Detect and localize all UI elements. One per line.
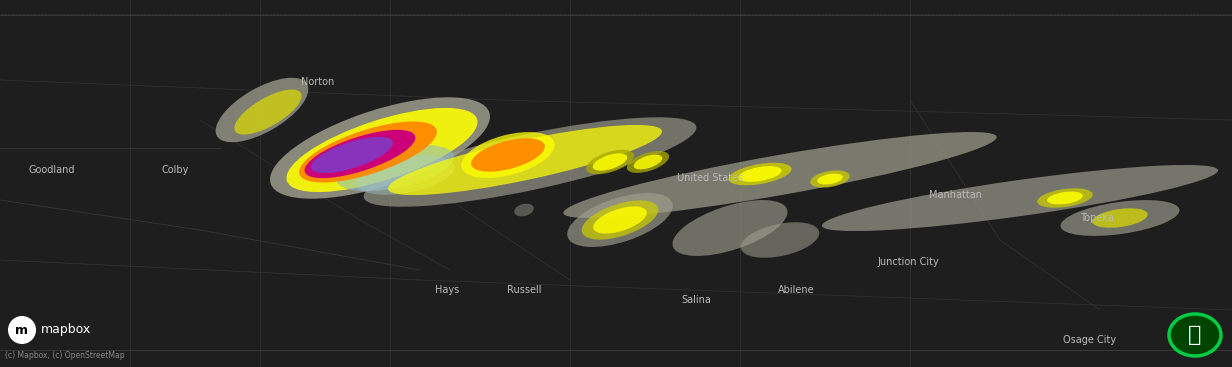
Text: Topeka: Topeka [1080, 213, 1114, 223]
Text: Norton: Norton [302, 77, 335, 87]
Ellipse shape [1093, 208, 1148, 228]
Ellipse shape [310, 137, 393, 173]
Ellipse shape [363, 117, 696, 207]
Text: Goodland: Goodland [28, 165, 75, 175]
Text: Osage City: Osage City [1063, 335, 1116, 345]
Text: Salina: Salina [681, 295, 711, 305]
Text: Russell: Russell [506, 285, 541, 295]
Ellipse shape [633, 155, 663, 169]
Ellipse shape [728, 163, 792, 185]
Text: United States: United States [676, 173, 743, 183]
Ellipse shape [1169, 314, 1221, 356]
Ellipse shape [627, 151, 669, 173]
Ellipse shape [287, 108, 478, 192]
Ellipse shape [822, 165, 1218, 231]
Text: Abilene: Abilene [777, 285, 814, 295]
Ellipse shape [1047, 192, 1083, 204]
Ellipse shape [471, 138, 545, 172]
Ellipse shape [234, 90, 302, 135]
Circle shape [7, 316, 36, 344]
Text: m: m [16, 323, 28, 337]
Text: Manhattan: Manhattan [929, 190, 982, 200]
Ellipse shape [1037, 188, 1093, 208]
Text: 𝒮: 𝒮 [1189, 325, 1201, 345]
Ellipse shape [270, 97, 490, 199]
Text: Colby: Colby [161, 165, 188, 175]
Ellipse shape [817, 174, 843, 184]
Ellipse shape [563, 132, 997, 218]
Ellipse shape [811, 170, 850, 188]
Ellipse shape [299, 121, 437, 182]
Ellipse shape [673, 200, 787, 256]
Ellipse shape [514, 204, 533, 217]
Ellipse shape [586, 150, 634, 174]
Text: Junction City: Junction City [877, 257, 939, 267]
Ellipse shape [1061, 200, 1179, 236]
Ellipse shape [336, 145, 453, 191]
Ellipse shape [304, 130, 415, 178]
Text: Hays: Hays [435, 285, 460, 295]
Ellipse shape [593, 206, 647, 233]
Text: (c) Mapbox, (c) OpenStreetMap: (c) Mapbox, (c) OpenStreetMap [5, 350, 124, 360]
Text: mapbox: mapbox [41, 323, 91, 337]
Ellipse shape [738, 166, 781, 182]
Ellipse shape [388, 125, 662, 195]
Ellipse shape [567, 193, 673, 247]
Ellipse shape [740, 222, 819, 258]
Ellipse shape [216, 78, 308, 142]
Ellipse shape [356, 155, 455, 195]
Ellipse shape [593, 153, 627, 171]
Ellipse shape [582, 200, 658, 240]
Ellipse shape [461, 132, 554, 178]
